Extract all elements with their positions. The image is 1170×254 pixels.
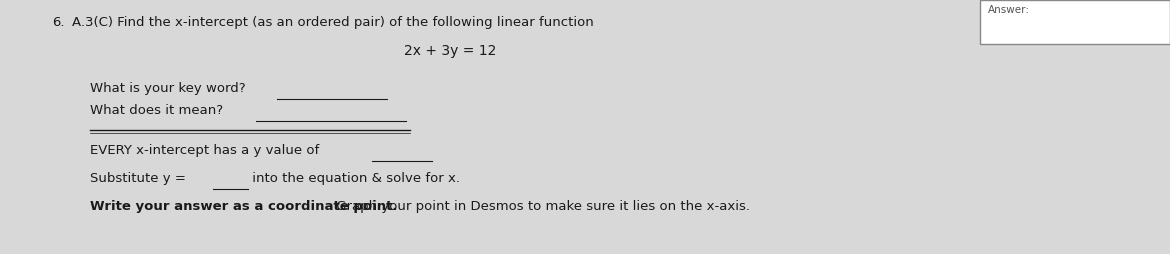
Text: A.3(C) Find the x-intercept (as an ordered pair) of the following linear functio: A.3(C) Find the x-intercept (as an order… <box>73 16 593 29</box>
Text: What does it mean?: What does it mean? <box>90 104 223 117</box>
Text: Write your answer as a coordinate point.: Write your answer as a coordinate point. <box>90 200 398 213</box>
Text: 2x + 3y = 12: 2x + 3y = 12 <box>404 44 496 58</box>
Text: What is your key word?: What is your key word? <box>90 82 246 95</box>
Text: into the equation & solve for x.: into the equation & solve for x. <box>248 172 460 185</box>
Text: Graph your point in Desmos to make sure it lies on the x-axis.: Graph your point in Desmos to make sure … <box>332 200 750 213</box>
Text: EVERY x-intercept has a y value of: EVERY x-intercept has a y value of <box>90 144 319 157</box>
Bar <box>980 0 1170 44</box>
Text: 6.: 6. <box>51 16 64 29</box>
Text: Substitute y =: Substitute y = <box>90 172 190 185</box>
Text: Answer:: Answer: <box>987 5 1030 15</box>
